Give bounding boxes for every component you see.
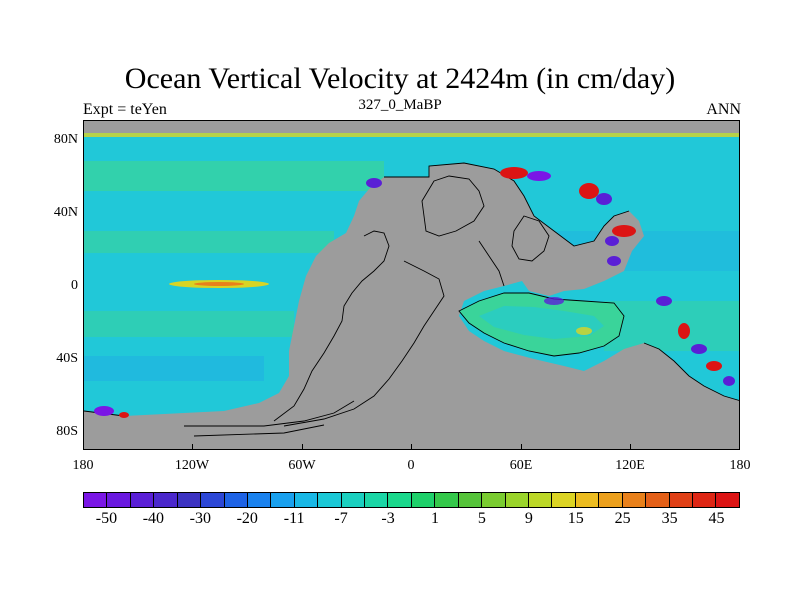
colorbar xyxy=(83,492,740,508)
colorbar-cell xyxy=(458,493,483,507)
colorbar-label: -11 xyxy=(283,510,305,527)
ocean-band-mid xyxy=(84,231,334,253)
colorbar-cell xyxy=(692,493,717,507)
season-label: ANN xyxy=(706,101,741,118)
colorbar-label: -20 xyxy=(236,510,258,527)
y-tick-40s: 40S xyxy=(56,351,78,366)
colorbar-label: 25 xyxy=(614,510,631,527)
map-plot-area xyxy=(83,120,740,450)
colorbar-label: -50 xyxy=(95,510,118,527)
colorbar-cell xyxy=(247,493,272,507)
map-title: Ocean Vertical Velocity at 2424m (in cm/… xyxy=(124,62,676,95)
ocean-band-blue xyxy=(84,356,264,381)
x-tick-mark xyxy=(192,444,193,450)
ocean-band-north xyxy=(84,161,384,191)
colorbar-label: 45 xyxy=(708,510,725,527)
colorbar-cell xyxy=(529,493,553,507)
colorbar-cell xyxy=(388,493,412,507)
colorbar-cell xyxy=(365,493,389,507)
colorbar-cell xyxy=(318,493,342,507)
colorbar-cell xyxy=(575,493,600,507)
supercontinent-land xyxy=(84,163,739,423)
y-tick-40n: 40N xyxy=(53,205,78,220)
x-tick-120e: 120E xyxy=(615,458,645,473)
antarctic-land xyxy=(84,423,739,449)
colorbar-cell xyxy=(107,493,131,507)
coastal-anomalies xyxy=(94,167,735,418)
colorbar-cell xyxy=(271,493,295,507)
x-tick-60w: 60W xyxy=(288,458,316,473)
map-subtitle: 327_0_MaBP xyxy=(358,97,442,113)
colorbar-cell xyxy=(435,493,459,507)
x-tick-mark xyxy=(630,444,631,450)
ocean-band-southeast xyxy=(604,301,739,351)
colorbar-label: -30 xyxy=(189,510,211,527)
colorbar-cell xyxy=(411,493,436,507)
colorbar-label: 5 xyxy=(477,510,486,527)
x-tick-180e: 180 xyxy=(729,458,751,473)
tethys-core xyxy=(479,306,604,339)
y-tick-80n: 80N xyxy=(53,132,78,147)
x-tick-120w: 120W xyxy=(174,458,210,473)
x-tick-mark xyxy=(521,444,522,450)
y-tick-80s: 80S xyxy=(56,424,78,439)
colorbar-cell xyxy=(482,493,506,507)
colorbar-label: 1 xyxy=(430,510,439,527)
arctic-land xyxy=(84,121,739,133)
colorbar-cell xyxy=(84,493,108,507)
colorbar-cell xyxy=(505,493,530,507)
colorbar-cell xyxy=(669,493,693,507)
colorbar-cell xyxy=(201,493,225,507)
map-svg xyxy=(84,121,739,449)
colorbar-label: -3 xyxy=(381,510,395,527)
colorbar-cell xyxy=(177,493,202,507)
colorbar-label: -7 xyxy=(334,510,348,527)
equatorial-core xyxy=(194,282,244,286)
colorbar-cell xyxy=(341,493,366,507)
coastlines xyxy=(84,162,739,437)
x-tick-60e: 60E xyxy=(509,458,533,473)
arctic-edge xyxy=(84,133,739,137)
colorbar-cell xyxy=(622,493,647,507)
colorbar-label: -40 xyxy=(142,510,165,527)
x-tick-mark xyxy=(411,444,412,450)
colorbar-label: 9 xyxy=(524,510,533,527)
colorbar-cell xyxy=(154,493,178,507)
colorbar-cell xyxy=(552,493,576,507)
colorbar-cell xyxy=(716,493,739,507)
colorbar-cell xyxy=(224,493,248,507)
ocean-band-south xyxy=(84,311,294,337)
colorbar-label: 15 xyxy=(567,510,584,527)
colorbar-cell xyxy=(599,493,623,507)
x-tick-180w: 180 xyxy=(72,458,94,473)
x-tick-0: 0 xyxy=(407,458,415,473)
colorbar-label: 35 xyxy=(661,510,678,527)
y-tick-0: 0 xyxy=(71,278,78,293)
colorbar-cell xyxy=(294,493,319,507)
colorbar-cell xyxy=(646,493,670,507)
experiment-label: Expt = teYen xyxy=(83,101,167,118)
colorbar-cell xyxy=(130,493,155,507)
x-tick-mark xyxy=(302,444,303,450)
